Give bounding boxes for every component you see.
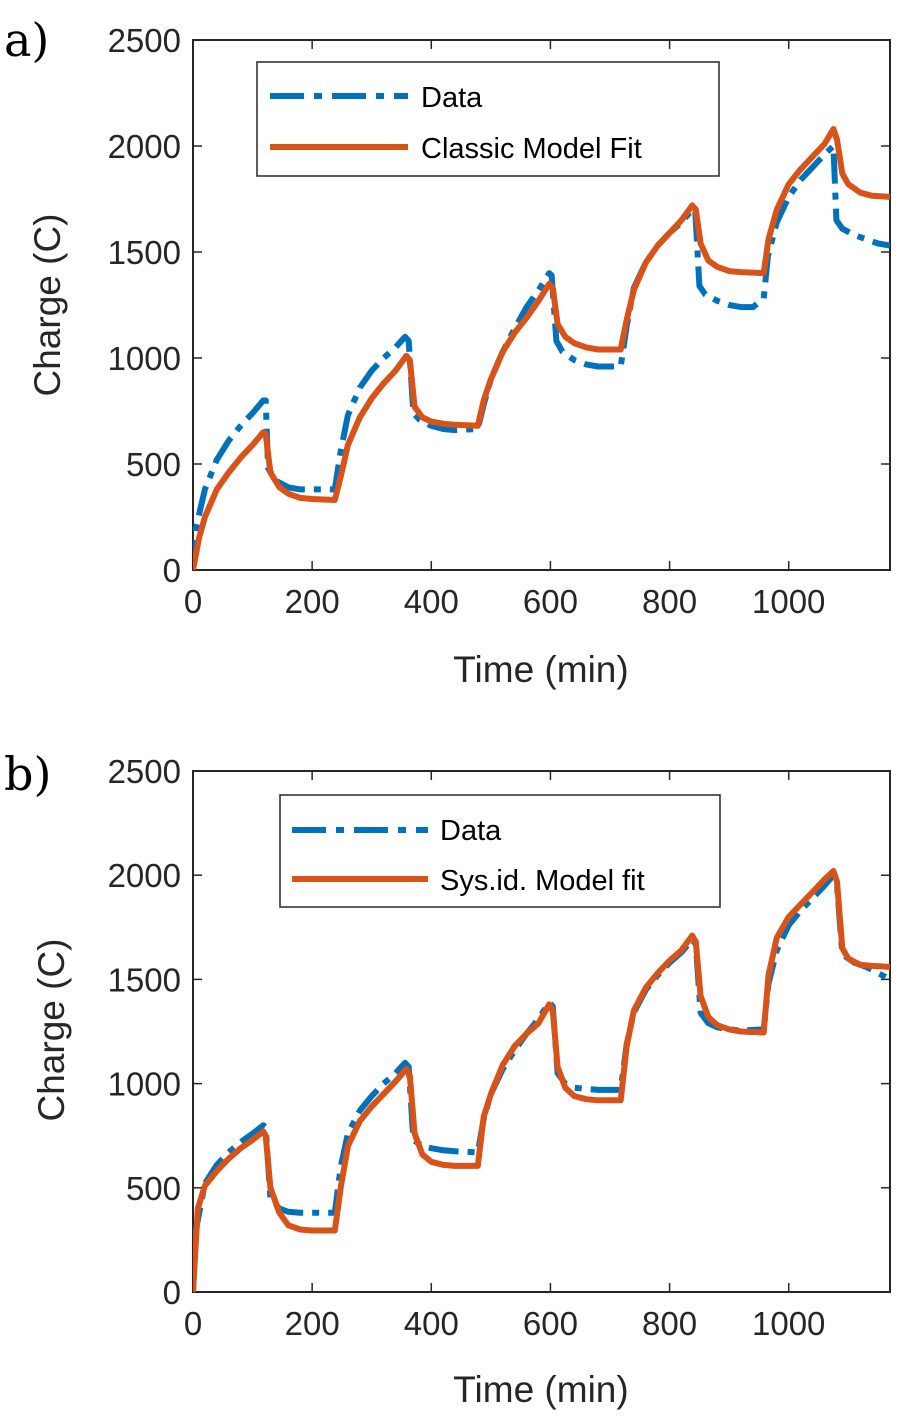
x-axis-label-a: Time (min)	[453, 649, 628, 690]
legend-b: Data Sys.id. Model fit	[279, 794, 721, 908]
x-axis-b: 0 200 400 600 800 1000	[184, 771, 825, 1342]
legend-box-a	[256, 61, 720, 177]
legend-label-data-a: Data	[421, 82, 483, 114]
legend-box-b	[279, 794, 721, 908]
series-line-b-model	[193, 868, 890, 1292]
panel-label-b: b)	[4, 747, 51, 801]
panel-a: a) 0 200 400 600 800 1000 0 500 1000 1500 2000 250…	[4, 13, 891, 690]
x-tick-label-a-1: 200	[285, 583, 340, 620]
legend-label-data-b: Data	[440, 815, 502, 847]
legend-a: Data Classic Model Fit	[256, 61, 720, 177]
x-tick-label-b-2: 400	[404, 1305, 459, 1342]
y-tick-label-a-4: 2000	[108, 128, 181, 165]
y-axis-b: 0 500 1000 1500 2000 2500	[108, 753, 890, 1311]
x-tick-label-a-3: 600	[523, 583, 578, 620]
y-tick-label-a-5: 2500	[108, 22, 181, 59]
x-tick-label-a-4: 800	[642, 583, 697, 620]
y-tick-label-b-1: 500	[126, 1170, 181, 1207]
panel-label-a: a)	[4, 13, 49, 67]
x-axis-a: 0 200 400 600 800 1000	[184, 40, 825, 620]
x-axis-label-b: Time (min)	[453, 1369, 628, 1410]
x-tick-label-a-5: 1000	[752, 583, 825, 620]
y-tick-label-b-4: 2000	[108, 857, 181, 894]
y-axis-label-b: Charge (C)	[31, 939, 72, 1122]
legend-label-model-a: Classic Model Fit	[421, 133, 642, 165]
x-tick-label-b-5: 1000	[752, 1305, 825, 1342]
y-tick-label-a-3: 1500	[108, 234, 181, 271]
x-tick-label-a-0: 0	[184, 583, 202, 620]
x-tick-label-a-2: 400	[404, 583, 459, 620]
y-axis-a: 0 500 1000 1500 2000 2500	[108, 22, 890, 589]
x-tick-label-b-4: 800	[642, 1305, 697, 1342]
x-tick-label-b-1: 200	[285, 1305, 340, 1342]
x-tick-label-b-0: 0	[184, 1305, 202, 1342]
series-line-a-model	[193, 126, 890, 570]
x-tick-label-b-3: 600	[523, 1305, 578, 1342]
y-tick-label-b-2: 1000	[108, 1066, 181, 1103]
series-layer-a	[193, 126, 890, 570]
y-tick-label-b-3: 1500	[108, 961, 181, 998]
y-tick-label-b-5: 2500	[108, 753, 181, 790]
y-tick-label-a-1: 500	[126, 446, 181, 483]
series-layer-b	[193, 868, 890, 1292]
y-tick-label-a-0: 0	[163, 552, 181, 589]
panel-b: b) 0 200 400 600 800 1000 0 500 1000 1500 2000 250…	[4, 747, 891, 1410]
legend-label-model-b: Sys.id. Model fit	[440, 865, 645, 897]
y-axis-label-a: Charge (C)	[27, 214, 68, 397]
y-tick-label-b-0: 0	[163, 1274, 181, 1311]
series-line-a-data	[193, 143, 890, 570]
y-tick-label-a-2: 1000	[108, 340, 181, 377]
